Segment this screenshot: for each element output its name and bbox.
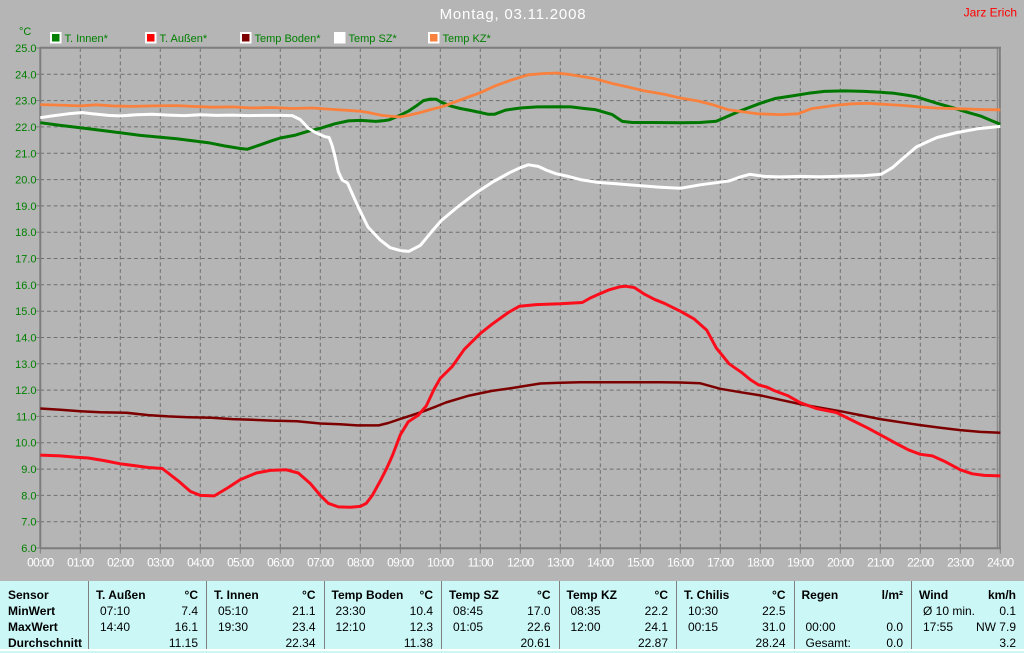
svg-text:18.0: 18.0 (15, 227, 36, 239)
svg-text:19.0: 19.0 (15, 201, 36, 213)
svg-text:20.0: 20.0 (15, 175, 36, 187)
svg-text:13.0: 13.0 (15, 359, 36, 371)
svg-text:04:00: 04:00 (187, 556, 214, 570)
svg-text:7.0: 7.0 (21, 517, 36, 529)
svg-text:14:00: 14:00 (587, 556, 614, 570)
svg-text:16:00: 16:00 (667, 556, 694, 570)
svg-text:23.0: 23.0 (15, 96, 36, 108)
svg-text:10:00: 10:00 (427, 556, 454, 570)
svg-text:11:00: 11:00 (468, 556, 494, 570)
svg-text:Temp KZ*: Temp KZ* (443, 33, 492, 45)
svg-text:16.0: 16.0 (15, 280, 36, 292)
svg-text:19:00: 19:00 (787, 556, 814, 570)
svg-text:24.0: 24.0 (15, 69, 36, 81)
svg-text:Jarz Erich: Jarz Erich (964, 6, 1017, 20)
svg-text:09:00: 09:00 (387, 556, 414, 570)
svg-text:21.0: 21.0 (15, 148, 36, 160)
svg-text:01:00: 01:00 (67, 556, 94, 570)
svg-text:03:00: 03:00 (147, 556, 174, 570)
svg-text:08:00: 08:00 (347, 556, 374, 570)
svg-text:02:00: 02:00 (107, 556, 134, 570)
svg-text:25.0: 25.0 (15, 43, 36, 55)
svg-text:20:00: 20:00 (827, 556, 854, 570)
svg-text:Temp SZ*: Temp SZ* (349, 33, 398, 45)
svg-text:14.0: 14.0 (15, 333, 36, 345)
svg-text:06:00: 06:00 (267, 556, 294, 570)
svg-text:12.0: 12.0 (15, 385, 36, 397)
svg-text:23:00: 23:00 (947, 556, 974, 570)
svg-text:13:00: 13:00 (547, 556, 574, 570)
svg-text:15.0: 15.0 (15, 306, 36, 318)
svg-text:9.0: 9.0 (21, 464, 36, 476)
svg-text:11.0: 11.0 (16, 411, 37, 423)
svg-text:21:00: 21:00 (867, 556, 894, 570)
svg-text:8.0: 8.0 (21, 490, 36, 502)
svg-text:17.0: 17.0 (15, 254, 36, 266)
svg-text:22:00: 22:00 (907, 556, 934, 570)
svg-text:Montag, 03.11.2008: Montag, 03.11.2008 (440, 6, 587, 23)
svg-text:22.0: 22.0 (15, 122, 36, 134)
svg-text:T. Innen*: T. Innen* (65, 33, 109, 45)
svg-text:05:00: 05:00 (227, 556, 254, 570)
svg-text:18:00: 18:00 (747, 556, 774, 570)
svg-text:07:00: 07:00 (307, 556, 334, 570)
svg-text:12:00: 12:00 (507, 556, 534, 570)
svg-text:24:00: 24:00 (987, 556, 1014, 570)
svg-text:00:00: 00:00 (27, 556, 54, 570)
svg-text:17:00: 17:00 (707, 556, 734, 570)
svg-text:Temp Boden*: Temp Boden* (255, 33, 322, 45)
svg-text:°C: °C (19, 26, 31, 38)
svg-text:15:00: 15:00 (627, 556, 654, 570)
svg-text:10.0: 10.0 (15, 438, 36, 450)
svg-text:T. Außen*: T. Außen* (160, 33, 208, 45)
svg-text:6.0: 6.0 (21, 543, 36, 555)
